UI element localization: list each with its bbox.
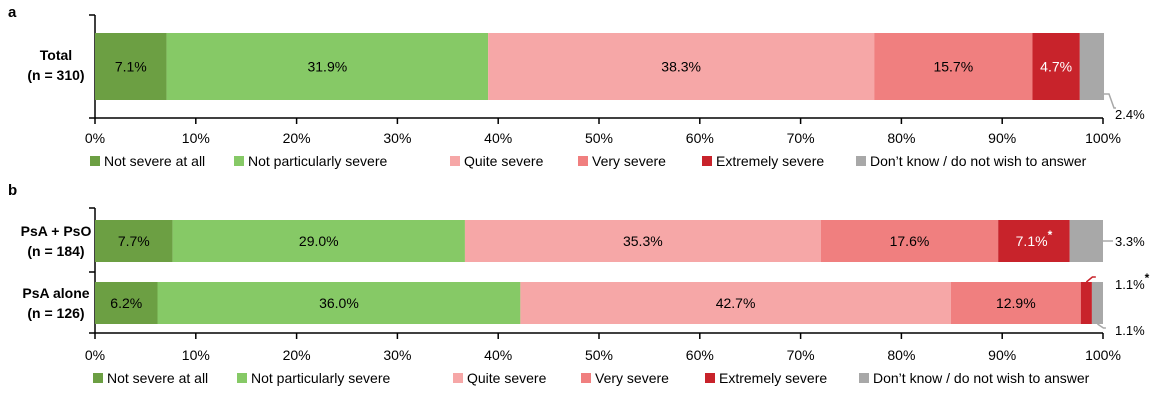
bar-label-b-0-4: 7.1%* bbox=[1016, 228, 1053, 249]
legend-swatch-b-5 bbox=[859, 373, 869, 383]
bar-label-a-0-3: 15.7% bbox=[933, 59, 973, 75]
x-tick-label-a-5: 50% bbox=[585, 130, 613, 146]
leader-line-b-1-4 bbox=[1085, 276, 1096, 283]
legend-swatch-b-1 bbox=[237, 373, 247, 383]
x-tick-label-a-2: 20% bbox=[283, 130, 311, 146]
x-tick-label-b-7: 70% bbox=[787, 347, 815, 363]
bar-segment-b-1-5 bbox=[1091, 282, 1103, 324]
bar-label-b-0-5: 3.3% bbox=[1115, 234, 1145, 249]
x-tick-label-a-6: 60% bbox=[686, 130, 714, 146]
bar-segment-b-0-3 bbox=[820, 220, 999, 262]
x-tick-label-a-10: 100% bbox=[1085, 130, 1121, 146]
bar-segment-a-0-0 bbox=[95, 33, 167, 100]
leader-line-a-0-5 bbox=[1104, 93, 1117, 109]
leader-line-b-1-5 bbox=[1097, 323, 1106, 329]
bar-segment-b-0-0 bbox=[95, 220, 173, 262]
x-tick-label-b-3: 30% bbox=[383, 347, 411, 363]
legend-swatch-a-0 bbox=[90, 156, 100, 166]
bar-segment-b-0-1 bbox=[172, 220, 465, 262]
x-tick-label-a-1: 10% bbox=[182, 130, 210, 146]
bar-segment-b-0-4 bbox=[998, 220, 1070, 262]
legend-swatch-b-4 bbox=[705, 373, 715, 383]
legend-item-b-5: Don’t know / do not wish to answer bbox=[873, 370, 1090, 386]
row-label-b-0: PsA + PsO bbox=[21, 223, 92, 239]
bar-label-b-1-0: 6.2% bbox=[110, 295, 142, 311]
bar-label-b-0-2: 35.3% bbox=[623, 233, 663, 249]
legend-item-b-2: Quite severe bbox=[467, 370, 547, 386]
bar-label-b-1-5: 1.1% bbox=[1115, 323, 1145, 338]
legend-item-a-1: Not particularly severe bbox=[248, 153, 387, 169]
bar-label-a-0-5: 2.4% bbox=[1115, 107, 1145, 122]
bar-label-a-0-1: 31.9% bbox=[307, 59, 347, 75]
legend-swatch-a-1 bbox=[234, 156, 244, 166]
legend-swatch-a-3 bbox=[578, 156, 588, 166]
x-tick-label-b-2: 20% bbox=[283, 347, 311, 363]
bar-label-a-0-2: 38.3% bbox=[661, 59, 701, 75]
legend-swatch-a-5 bbox=[856, 156, 866, 166]
x-tick-label-b-10: 100% bbox=[1085, 347, 1121, 363]
x-tick-label-a-9: 90% bbox=[988, 130, 1016, 146]
bar-segment-b-1-4 bbox=[1080, 282, 1092, 324]
bar-label-b-0-1: 29.0% bbox=[299, 233, 339, 249]
legend-item-b-0: Not severe at all bbox=[107, 370, 208, 386]
x-tick-label-a-0: 0% bbox=[85, 130, 105, 146]
x-tick-label-b-6: 60% bbox=[686, 347, 714, 363]
bar-label-a-0-0: 7.1% bbox=[115, 59, 147, 75]
row-sublabel-a-0: (n = 310) bbox=[27, 67, 84, 83]
legend-swatch-b-3 bbox=[581, 373, 591, 383]
bar-segment-a-0-1 bbox=[166, 33, 489, 100]
bar-label-b-1-2: 42.7% bbox=[716, 295, 756, 311]
legend-swatch-b-2 bbox=[453, 373, 463, 383]
x-tick-label-b-5: 50% bbox=[585, 347, 613, 363]
bar-label-b-1-3: 12.9% bbox=[996, 295, 1036, 311]
bar-segment-a-0-5 bbox=[1079, 33, 1105, 100]
bar-segment-b-1-0 bbox=[95, 282, 158, 324]
x-tick-label-b-9: 90% bbox=[988, 347, 1016, 363]
legend-item-a-3: Very severe bbox=[592, 153, 666, 169]
bar-label-b-1-1: 36.0% bbox=[319, 295, 359, 311]
row-label-a-0: Total bbox=[40, 47, 72, 63]
legend-item-b-3: Very severe bbox=[595, 370, 669, 386]
legend-item-a-4: Extremely severe bbox=[716, 153, 824, 169]
bar-segment-b-1-3 bbox=[950, 282, 1081, 324]
panel-label-b: b bbox=[8, 182, 17, 199]
significance-star: * bbox=[1145, 271, 1150, 285]
x-tick-label-a-7: 70% bbox=[787, 130, 815, 146]
legend-item-a-0: Not severe at all bbox=[104, 153, 205, 169]
bar-segment-a-0-4 bbox=[1032, 33, 1080, 100]
row-sublabel-b-1: (n = 126) bbox=[27, 305, 84, 321]
legend-swatch-a-2 bbox=[450, 156, 460, 166]
x-tick-label-a-3: 30% bbox=[383, 130, 411, 146]
x-tick-label-a-8: 80% bbox=[887, 130, 915, 146]
x-tick-label-b-0: 0% bbox=[85, 347, 105, 363]
bar-label-b-1-4: 1.1%* bbox=[1115, 271, 1150, 292]
bar-segment-b-0-2 bbox=[464, 220, 821, 262]
x-tick-label-a-4: 40% bbox=[484, 130, 512, 146]
bar-segment-b-0-5 bbox=[1069, 220, 1103, 262]
x-tick-label-b-8: 80% bbox=[887, 347, 915, 363]
legend-item-b-4: Extremely severe bbox=[719, 370, 827, 386]
legend-item-a-2: Quite severe bbox=[464, 153, 544, 169]
legend-swatch-b-0 bbox=[93, 373, 103, 383]
row-sublabel-b-0: (n = 184) bbox=[27, 243, 84, 259]
row-label-b-1: PsA alone bbox=[22, 285, 89, 301]
bar-segment-b-1-1 bbox=[157, 282, 521, 324]
bar-label-b-0-0: 7.7% bbox=[118, 233, 150, 249]
significance-star: * bbox=[1048, 228, 1053, 242]
bar-label-a-0-4: 4.7% bbox=[1040, 59, 1072, 75]
legend-item-a-5: Don’t know / do not wish to answer bbox=[870, 153, 1087, 169]
bar-segment-a-0-3 bbox=[874, 33, 1033, 100]
bar-segment-a-0-2 bbox=[488, 33, 875, 100]
legend-item-b-1: Not particularly severe bbox=[251, 370, 390, 386]
legend-swatch-a-4 bbox=[702, 156, 712, 166]
bar-segment-b-1-2 bbox=[520, 282, 951, 324]
bar-label-b-0-3: 17.6% bbox=[890, 233, 930, 249]
panel-label-a: a bbox=[8, 4, 17, 21]
x-tick-label-b-4: 40% bbox=[484, 347, 512, 363]
x-tick-label-b-1: 10% bbox=[182, 347, 210, 363]
